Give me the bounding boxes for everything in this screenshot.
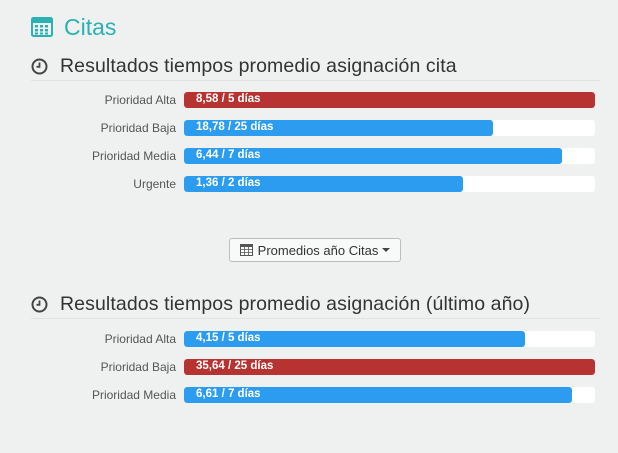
progress-track: 35,64 / 25 días bbox=[184, 359, 595, 375]
section-average-times-last-year: Resultados tiempos promedio asignación (… bbox=[31, 293, 600, 403]
promedios-dropdown-button[interactable]: Promedios año Citas bbox=[229, 238, 401, 262]
clock-icon bbox=[31, 296, 48, 313]
row-label: Prioridad Alta bbox=[104, 93, 176, 107]
progress-row: Prioridad Baja 18,78 / 25 días bbox=[31, 120, 600, 136]
progress-row: Prioridad Alta 4,15 / 5 días bbox=[31, 331, 600, 347]
section-header: Resultados tiempos promedio asignación (… bbox=[31, 293, 600, 319]
dropdown-label: Promedios año Citas bbox=[257, 242, 379, 258]
app-header: Citas bbox=[31, 14, 116, 40]
progress-text: 8,58 / 5 días bbox=[196, 93, 261, 105]
progress-text: 4,15 / 5 días bbox=[196, 332, 261, 344]
progress-fill: 1,36 / 2 días bbox=[184, 176, 463, 192]
progress-row: Prioridad Media 6,61 / 7 días bbox=[31, 387, 600, 403]
row-label: Prioridad Media bbox=[91, 388, 176, 402]
row-label: Prioridad Baja bbox=[100, 360, 176, 374]
progress-text: 1,36 / 2 días bbox=[196, 177, 261, 189]
progress-fill: 35,64 / 25 días bbox=[184, 359, 595, 375]
progress-fill: 4,15 / 5 días bbox=[184, 331, 525, 347]
progress-track: 4,15 / 5 días bbox=[184, 331, 595, 347]
progress-text: 35,64 / 25 días bbox=[196, 360, 274, 372]
progress-row: Prioridad Alta 8,58 / 5 días bbox=[31, 92, 600, 108]
progress-fill: 6,44 / 7 días bbox=[184, 148, 562, 164]
progress-track: 6,61 / 7 días bbox=[184, 387, 595, 403]
row-label: Prioridad Media bbox=[91, 149, 176, 163]
progress-fill: 8,58 / 5 días bbox=[184, 92, 595, 108]
row-label: Prioridad Baja bbox=[100, 121, 176, 135]
row-label: Prioridad Alta bbox=[104, 332, 176, 346]
section-title: Resultados tiempos promedio asignación c… bbox=[60, 54, 457, 77]
section-header: Resultados tiempos promedio asignación c… bbox=[31, 55, 600, 81]
progress-row: Prioridad Baja 35,64 / 25 días bbox=[31, 359, 600, 375]
section-average-times: Resultados tiempos promedio asignación c… bbox=[31, 55, 600, 192]
progress-row: Urgente 1,36 / 2 días bbox=[31, 176, 600, 192]
calendar-icon bbox=[31, 16, 53, 38]
table-icon bbox=[239, 244, 253, 256]
row-label: Urgente bbox=[133, 177, 176, 191]
caret-down-icon bbox=[382, 248, 391, 252]
progress-track: 6,44 / 7 días bbox=[184, 148, 595, 164]
progress-track: 8,58 / 5 días bbox=[184, 92, 595, 108]
progress-track: 1,36 / 2 días bbox=[184, 176, 595, 192]
progress-fill: 18,78 / 25 días bbox=[184, 120, 493, 136]
clock-icon bbox=[31, 58, 48, 75]
progress-text: 18,78 / 25 días bbox=[196, 121, 274, 133]
progress-fill: 6,61 / 7 días bbox=[184, 387, 572, 403]
progress-text: 6,44 / 7 días bbox=[196, 149, 261, 161]
page-title: Citas bbox=[64, 13, 117, 40]
progress-row: Prioridad Media 6,44 / 7 días bbox=[31, 148, 600, 164]
progress-text: 6,61 / 7 días bbox=[196, 388, 261, 400]
progress-track: 18,78 / 25 días bbox=[184, 120, 595, 136]
section-title: Resultados tiempos promedio asignación (… bbox=[60, 292, 531, 315]
